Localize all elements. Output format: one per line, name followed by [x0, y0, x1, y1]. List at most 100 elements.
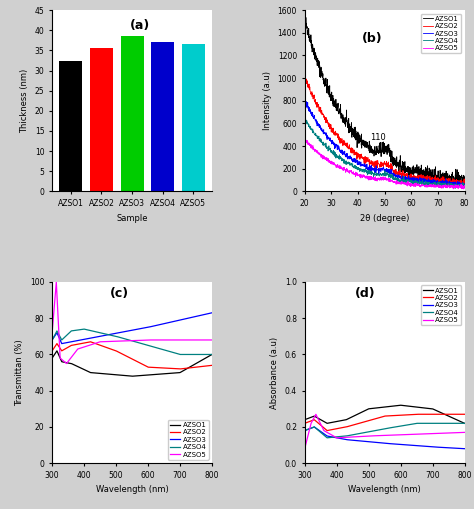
Line: AZSO1: AZSO1 — [305, 405, 465, 423]
AZSO1 — [145, 372, 151, 378]
Bar — [151, 42, 174, 191]
AZSO2 — [311, 98, 317, 104]
AZSO2 — [181, 365, 187, 372]
Line: AZSO5: AZSO5 — [52, 282, 212, 363]
AZSO4 — [145, 342, 150, 348]
Text: 110: 110 — [370, 133, 386, 153]
AZSO5 — [378, 433, 384, 439]
Line: AZSO2: AZSO2 — [305, 75, 465, 187]
AZSO4 — [177, 351, 183, 357]
Legend: AZSO1, AZSO2, AZSO3, AZSO4, AZSO5: AZSO1, AZSO2, AZSO3, AZSO4, AZSO5 — [420, 286, 461, 325]
Line: AZSO4: AZSO4 — [52, 329, 212, 354]
AZSO2 — [460, 184, 466, 190]
Legend: AZSO1, AZSO2, AZSO3, AZSO4, AZSO5: AZSO1, AZSO2, AZSO3, AZSO4, AZSO5 — [168, 420, 209, 460]
AZSO5 — [458, 430, 464, 436]
Y-axis label: Transmittan (%): Transmittan (%) — [16, 339, 25, 406]
AZSO4 — [397, 423, 403, 429]
AZSO1 — [312, 49, 318, 55]
AZSO3 — [302, 98, 308, 104]
Line: AZSO3: AZSO3 — [52, 313, 212, 344]
AZSO3 — [126, 328, 131, 334]
Text: (b): (b) — [362, 32, 382, 45]
AZSO5 — [313, 411, 319, 417]
AZSO3 — [462, 446, 467, 452]
AZSO3 — [302, 428, 308, 434]
AZSO4 — [462, 420, 467, 427]
AZSO4 — [462, 182, 467, 188]
AZSO3 — [181, 316, 186, 322]
Y-axis label: Absorbance (a.u): Absorbance (a.u) — [270, 336, 279, 409]
AZSO5 — [404, 182, 410, 188]
AZSO3 — [145, 324, 150, 330]
AZSO2 — [136, 359, 142, 365]
AZSO2 — [209, 362, 215, 369]
AZSO3 — [404, 176, 410, 182]
X-axis label: Sample: Sample — [116, 214, 148, 222]
Line: AZSO4: AZSO4 — [305, 423, 465, 438]
AZSO3 — [462, 181, 467, 187]
AZSO4 — [312, 132, 318, 138]
AZSO1 — [388, 403, 394, 409]
AZSO4 — [378, 427, 384, 433]
AZSO3 — [302, 96, 308, 102]
AZSO4 — [127, 337, 132, 343]
AZSO2 — [462, 411, 467, 417]
AZSO3 — [458, 445, 464, 451]
AZSO5 — [312, 146, 318, 152]
X-axis label: Wavelength (nm): Wavelength (nm) — [348, 486, 421, 494]
AZSO5 — [137, 337, 142, 344]
AZSO2 — [49, 348, 55, 354]
AZSO3 — [59, 341, 64, 347]
AZSO4 — [302, 115, 308, 121]
Line: AZSO1: AZSO1 — [305, 15, 465, 185]
X-axis label: Wavelength (nm): Wavelength (nm) — [96, 486, 168, 494]
AZSO4 — [399, 178, 405, 184]
AZSO4 — [423, 182, 429, 188]
AZSO5 — [423, 184, 429, 190]
AZSO4 — [404, 179, 410, 185]
AZSO2 — [395, 169, 401, 176]
AZSO2 — [206, 362, 211, 369]
Bar — [90, 48, 113, 191]
AZSO3 — [127, 328, 132, 334]
AZSO1 — [54, 348, 60, 354]
AZSO1 — [379, 404, 384, 410]
AZSO4 — [136, 340, 142, 346]
AZSO1 — [462, 420, 467, 427]
AZSO3 — [433, 444, 439, 450]
AZSO4 — [440, 181, 446, 187]
Line: AZSO4: AZSO4 — [305, 118, 465, 188]
AZSO1 — [398, 402, 403, 408]
AZSO3 — [389, 441, 394, 447]
Line: AZSO3: AZSO3 — [305, 427, 465, 449]
AZSO1 — [137, 373, 142, 379]
AZSO1 — [302, 13, 308, 19]
Bar — [120, 36, 144, 191]
AZSO5 — [209, 337, 215, 343]
AZSO4 — [434, 420, 439, 427]
AZSO2 — [324, 428, 330, 434]
Line: AZSO5: AZSO5 — [305, 139, 465, 189]
Line: AZSO2: AZSO2 — [52, 342, 212, 369]
AZSO1 — [181, 367, 187, 374]
AZSO5 — [397, 432, 403, 438]
AZSO4 — [181, 351, 187, 357]
AZSO1 — [127, 373, 132, 379]
AZSO4 — [379, 426, 385, 432]
AZSO3 — [440, 178, 446, 184]
AZSO5 — [302, 446, 308, 452]
Text: (a): (a) — [130, 19, 150, 32]
AZSO3 — [312, 116, 318, 122]
AZSO1 — [206, 353, 211, 359]
AZSO3 — [460, 183, 465, 189]
AZSO1 — [433, 407, 439, 413]
AZSO2 — [434, 411, 439, 417]
AZSO1 — [399, 166, 405, 172]
Line: AZSO2: AZSO2 — [305, 414, 465, 431]
AZSO5 — [126, 337, 132, 344]
AZSO5 — [461, 186, 467, 192]
AZSO1 — [126, 373, 131, 379]
AZSO1 — [440, 175, 446, 181]
AZSO5 — [395, 181, 401, 187]
Line: AZSO5: AZSO5 — [305, 414, 465, 449]
